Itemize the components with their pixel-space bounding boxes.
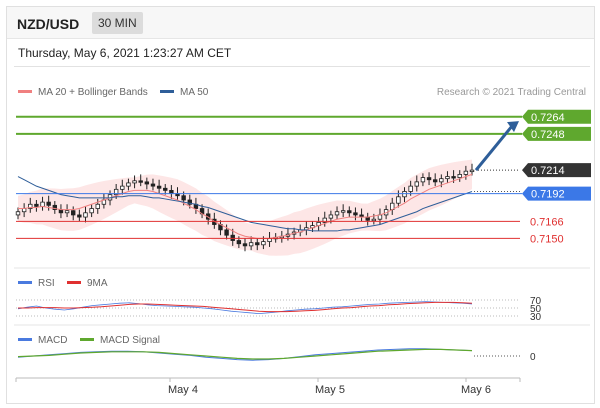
resistance-2-label: 0.7264	[531, 112, 565, 124]
candle-body	[371, 218, 377, 222]
macd-signal-legend-swatch	[80, 338, 94, 341]
candle-body	[95, 203, 100, 209]
candle-body	[328, 214, 334, 219]
candle-body	[420, 177, 426, 183]
candle-body	[46, 201, 51, 206]
candle-body	[340, 210, 346, 213]
candle-body	[230, 234, 235, 241]
rsi-ma-legend-swatch	[67, 281, 81, 284]
candle-body	[156, 185, 162, 189]
ma20-legend-swatch	[18, 90, 32, 93]
support-1-label: 0.7166	[530, 216, 564, 228]
candle-body	[408, 185, 413, 192]
candle-body	[469, 169, 475, 173]
candle-body	[89, 208, 94, 214]
candle-body	[414, 181, 419, 187]
candle-body	[132, 180, 137, 184]
candle-body	[15, 211, 21, 216]
rsi-level-label: 50	[530, 304, 542, 315]
rsi-level-label: 70	[530, 296, 542, 307]
candle-body	[334, 211, 340, 216]
candle-body	[347, 210, 352, 214]
resistance-2-tag	[522, 109, 591, 124]
candle-body	[144, 181, 150, 185]
candle-body	[322, 217, 327, 223]
candle-body	[126, 182, 131, 187]
candle-body	[64, 210, 70, 214]
chart-header: NZD/USD 30 MIN	[7, 7, 594, 39]
macd-legend-label: MACD	[38, 335, 67, 346]
candle-body	[451, 176, 456, 179]
candle-body	[445, 176, 450, 180]
candle-body	[353, 212, 358, 216]
pivot-label: 0.7192	[531, 189, 565, 201]
resistance-1-tag	[522, 126, 591, 141]
candle-body	[457, 173, 462, 178]
candle-body	[463, 170, 469, 175]
candle-body	[28, 203, 33, 209]
candle-body	[52, 204, 58, 210]
currency-pair: NZD/USD	[17, 16, 80, 32]
forecast-arrow-shaft	[474, 125, 514, 172]
rsi-ma-legend-label: 9MA	[87, 278, 108, 289]
macd-plot: 0	[17, 348, 536, 363]
macd-signal-legend-label: MACD Signal	[100, 335, 160, 346]
support-2-label: 0.7150	[530, 233, 564, 245]
macd-zero-label: 0	[530, 352, 536, 363]
candle-body	[248, 242, 254, 247]
rsi-legend-label: RSI	[38, 278, 55, 289]
header-divider	[14, 66, 590, 67]
rsi-level-label: 30	[530, 312, 542, 323]
ma50-line	[17, 176, 473, 232]
candle-body	[150, 183, 156, 187]
x-tick-label: May 6	[461, 384, 491, 396]
candle-body	[236, 240, 242, 245]
ma50-legend-swatch	[160, 90, 174, 93]
chart-datetime: Thursday, May 6, 2021 1:23:27 AM CET	[18, 46, 232, 60]
rsi-legend-swatch	[18, 281, 32, 284]
candle-body	[163, 187, 168, 191]
last-price-label: 0.7214	[531, 165, 565, 177]
forecast-arrow-icon	[474, 121, 519, 172]
candle-body	[34, 203, 39, 207]
candle-body	[255, 242, 260, 246]
x-tick-label: May 5	[315, 384, 345, 396]
candle-body	[40, 201, 45, 207]
candle-body	[83, 212, 88, 218]
candle-body	[77, 214, 82, 218]
rsi-line	[17, 301, 473, 315]
last-price-tag	[522, 163, 591, 178]
candle-body	[181, 195, 186, 201]
candle-body	[439, 178, 444, 183]
candle-body	[71, 210, 76, 216]
forecast-arrow-head	[507, 121, 519, 133]
macd-signal-line	[17, 348, 473, 360]
candle-body	[224, 229, 229, 236]
x-axis: May 4 May 5 May 6	[15, 378, 521, 396]
macd-legend-swatch	[18, 338, 32, 341]
main-plot: 0.7264 0.7248 0.7214 0.7192 0.7166 0.7150	[15, 109, 591, 256]
pivot-tag	[522, 186, 591, 201]
candle-body	[120, 185, 125, 190]
bollinger-band	[18, 159, 472, 256]
candle-body	[261, 241, 266, 246]
candle-body	[113, 188, 119, 196]
ma20-line	[18, 173, 473, 239]
candle-body	[402, 191, 407, 198]
candle-body	[432, 179, 438, 183]
rsi-ma-line	[18, 301, 473, 313]
candle-body	[138, 180, 143, 183]
candle-body	[242, 243, 248, 247]
ma20-legend-label: MA 20 + Bollinger Bands	[38, 87, 148, 98]
resistance-1-label: 0.7248	[531, 129, 565, 141]
timeframe-badge[interactable]: 30 MIN	[92, 12, 143, 34]
ma50-legend-label: MA 50	[180, 87, 209, 98]
candle-body	[426, 177, 432, 181]
candle-body	[187, 199, 192, 205]
candle-body	[396, 196, 401, 204]
credit-text: Research © 2021 Trading Central	[437, 87, 586, 98]
x-tick-label: May 4	[168, 384, 198, 396]
